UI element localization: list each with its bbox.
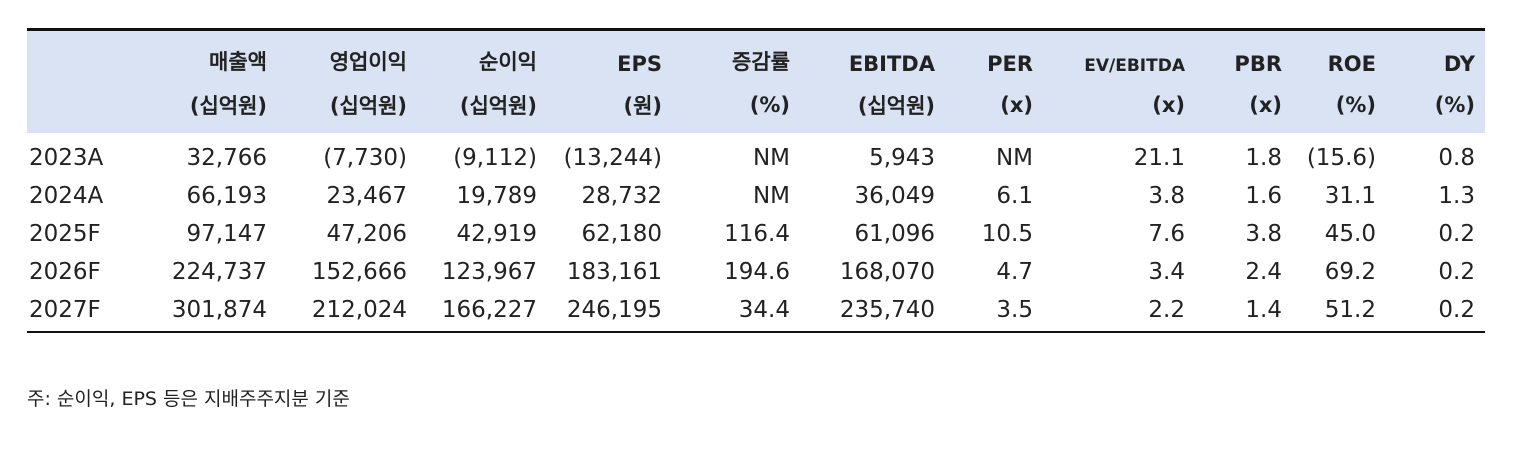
table-cell: 45.0 bbox=[1324, 221, 1376, 247]
header-label-per: PER bbox=[945, 29, 1043, 80]
table-cell: 21.1 bbox=[1133, 145, 1185, 171]
table-cell: 0.8 bbox=[1438, 145, 1475, 171]
table-cell: 2.2 bbox=[1043, 291, 1195, 333]
table-cell: 0.2 bbox=[1438, 221, 1475, 247]
table-cell: 1.3 bbox=[1438, 183, 1475, 209]
header-unit-dy: (%) bbox=[1386, 80, 1485, 133]
table-cell: 61,096 bbox=[854, 221, 935, 247]
table-cell: 183,161 bbox=[566, 259, 662, 285]
row-year-label: 2026F bbox=[29, 259, 101, 285]
table-header: 매출액 영업이익 순이익 EPS 증감률 EBITDA PER EV/EBITD… bbox=[27, 29, 1485, 133]
header-label-revenue: 매출액 bbox=[147, 29, 277, 80]
header-label-ebitda: EBITDA bbox=[800, 29, 945, 80]
table-cell: 3.4 bbox=[1148, 259, 1185, 285]
table-cell: 7.6 bbox=[1148, 221, 1185, 247]
table-cell: 32,766 bbox=[186, 145, 267, 171]
financial-summary-table-wrap: 매출액 영업이익 순이익 EPS 증감률 EBITDA PER EV/EBITD… bbox=[27, 28, 1485, 333]
table-cell: 2.4 bbox=[1245, 259, 1282, 285]
table-cell: 224,737 bbox=[171, 259, 267, 285]
row-year-label: 2027F bbox=[27, 291, 147, 333]
header-corner-cell bbox=[27, 29, 147, 80]
footnote: 주: 순이익, EPS 등은 지배주주지분 기준 bbox=[27, 388, 350, 410]
header-row-units: (십억원) (십억원) (십억원) (원) (%) (십억원) (x) (x) … bbox=[27, 80, 1485, 133]
table-body: 2023A 32,766 (7,730) (9,112) (13,244) NM… bbox=[27, 133, 1485, 333]
table-cell: 10.5 bbox=[981, 221, 1033, 247]
header-label-net-income: 순이익 bbox=[417, 29, 547, 80]
header-row-labels: 매출액 영업이익 순이익 EPS 증감률 EBITDA PER EV/EBITD… bbox=[27, 29, 1485, 80]
row-year-label: 2023A bbox=[29, 145, 104, 171]
table-cell: NM bbox=[995, 145, 1033, 171]
header-unit-operating-profit: (십억원) bbox=[277, 80, 417, 133]
header-label-operating-profit: 영업이익 bbox=[277, 29, 417, 80]
header-unit-pbr: (x) bbox=[1195, 80, 1292, 133]
table-cell: 301,874 bbox=[147, 291, 277, 333]
table-cell: 42,919 bbox=[456, 221, 537, 247]
table-row: 2023A 32,766 (7,730) (9,112) (13,244) NM… bbox=[27, 133, 1485, 177]
header-label-ev-ebitda: EV/EBITDA bbox=[1043, 29, 1195, 80]
table-cell: NM bbox=[752, 145, 790, 171]
header-label-dy: DY bbox=[1386, 29, 1485, 80]
table-cell: 6.1 bbox=[996, 183, 1033, 209]
table-cell: 168,070 bbox=[839, 259, 935, 285]
table-cell: 212,024 bbox=[277, 291, 417, 333]
financial-summary-table: 매출액 영업이익 순이익 EPS 증감률 EBITDA PER EV/EBITD… bbox=[27, 28, 1485, 333]
header-unit-ev-ebitda: (x) bbox=[1043, 80, 1195, 133]
table-cell: (9,112) bbox=[453, 145, 537, 171]
table-cell: (13,244) bbox=[563, 145, 662, 171]
table-cell: 28,732 bbox=[581, 183, 662, 209]
table-cell: 194.6 bbox=[724, 259, 790, 285]
header-unit-roe: (%) bbox=[1292, 80, 1386, 133]
table-row: 2024A 66,193 23,467 19,789 28,732 NM 36,… bbox=[27, 177, 1485, 215]
table-cell: (7,730) bbox=[323, 145, 407, 171]
table-cell: 152,666 bbox=[311, 259, 407, 285]
header-unit-growth: (%) bbox=[672, 80, 800, 133]
row-year-label: 2024A bbox=[29, 183, 104, 209]
table-cell: 51.2 bbox=[1292, 291, 1386, 333]
table-cell: 116.4 bbox=[724, 221, 790, 247]
table-cell: 69.2 bbox=[1324, 259, 1376, 285]
table-cell: 166,227 bbox=[417, 291, 547, 333]
table-cell: 23,467 bbox=[326, 183, 407, 209]
table-cell: NM bbox=[752, 183, 790, 209]
table-cell: 235,740 bbox=[800, 291, 945, 333]
header-unit-eps: (원) bbox=[547, 80, 672, 133]
table-cell: 34.4 bbox=[672, 291, 800, 333]
table-cell: 3.8 bbox=[1245, 221, 1282, 247]
table-cell: 1.8 bbox=[1245, 145, 1282, 171]
header-label-growth: 증감률 bbox=[672, 29, 800, 80]
table-cell: 3.8 bbox=[1148, 183, 1185, 209]
header-label-eps: EPS bbox=[547, 29, 672, 80]
row-year-label: 2025F bbox=[29, 221, 101, 247]
table-cell: 3.5 bbox=[945, 291, 1043, 333]
header-unit-per: (x) bbox=[945, 80, 1043, 133]
table-cell: 31.1 bbox=[1324, 183, 1376, 209]
table-cell: 0.2 bbox=[1438, 259, 1475, 285]
table-row: 2025F 97,147 47,206 42,919 62,180 116.4 … bbox=[27, 215, 1485, 253]
table-cell: 1.4 bbox=[1195, 291, 1292, 333]
table-cell: 1.6 bbox=[1245, 183, 1282, 209]
table-cell: 4.7 bbox=[996, 259, 1033, 285]
table-cell: 0.2 bbox=[1386, 291, 1485, 333]
header-unit-ebitda: (십억원) bbox=[800, 80, 945, 133]
header-label-pbr: PBR bbox=[1195, 29, 1292, 80]
table-cell: 123,967 bbox=[441, 259, 537, 285]
header-unit-net-income: (십억원) bbox=[417, 80, 547, 133]
table-cell: 66,193 bbox=[186, 183, 267, 209]
table-cell: 62,180 bbox=[581, 221, 662, 247]
table-row: 2027F 301,874 212,024 166,227 246,195 34… bbox=[27, 291, 1485, 333]
header-unit-revenue: (십억원) bbox=[147, 80, 277, 133]
table-cell: 246,195 bbox=[547, 291, 672, 333]
header-unit-corner-cell bbox=[27, 80, 147, 133]
table-row: 2026F 224,737 152,666 123,967 183,161 19… bbox=[27, 253, 1485, 291]
table-cell: 47,206 bbox=[326, 221, 407, 247]
table-cell: 5,943 bbox=[869, 145, 935, 171]
header-label-roe: ROE bbox=[1292, 29, 1386, 80]
table-cell: (15.6) bbox=[1306, 145, 1376, 171]
table-cell: 19,789 bbox=[456, 183, 537, 209]
table-cell: 97,147 bbox=[186, 221, 267, 247]
table-cell: 36,049 bbox=[854, 183, 935, 209]
